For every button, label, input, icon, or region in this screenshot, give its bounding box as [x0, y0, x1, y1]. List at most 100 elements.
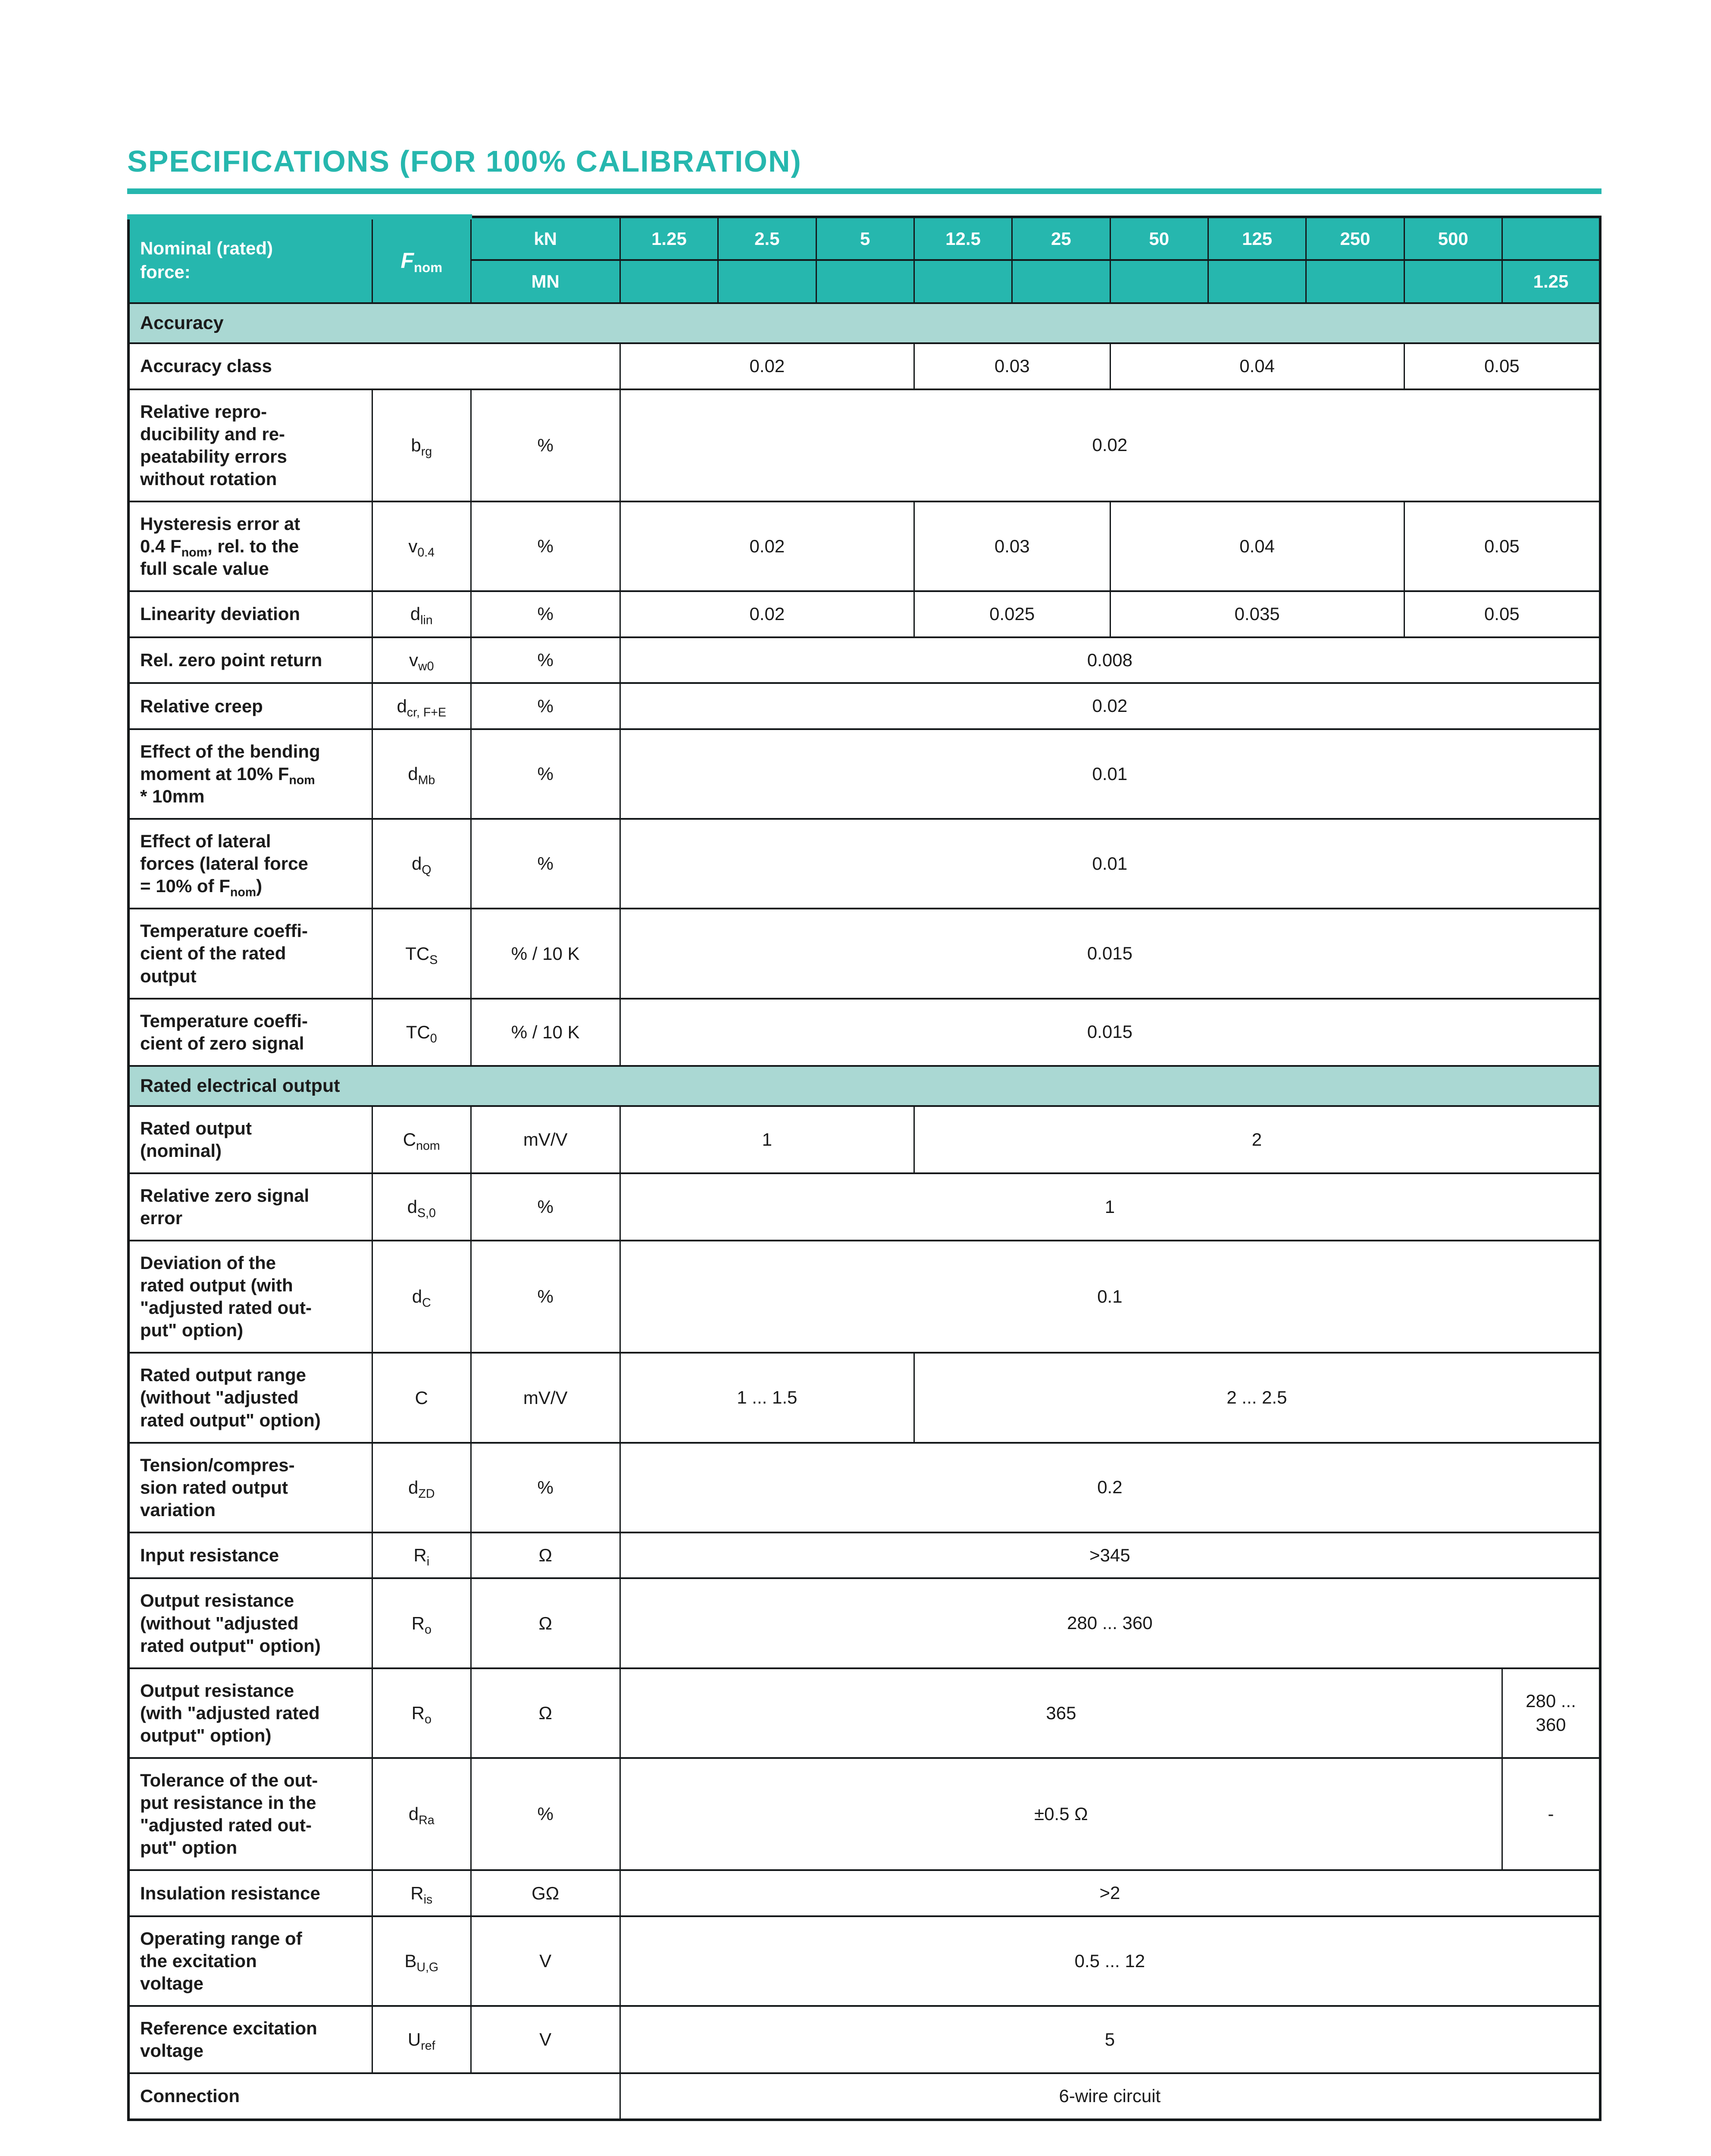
row-symbol: Ro [371, 1577, 472, 1669]
row-label: Rated output range (without "adjusted ra… [128, 1352, 373, 1444]
spec-row: Effect of the bending moment at 10% Fnom… [128, 728, 1601, 820]
row-symbol: dcr, F+E [371, 682, 472, 730]
row-symbol: C [371, 1352, 472, 1444]
row-symbol: BU,G [371, 1915, 472, 2007]
row-unit: % [470, 1240, 621, 1354]
row-unit: V [470, 2005, 621, 2075]
row-symbol: dQ [371, 818, 472, 910]
row-value: >2 [619, 1869, 1601, 1917]
section-header: Rated electrical output [128, 1065, 1601, 1107]
force-column-header [717, 259, 817, 304]
row-label: Input resistance [128, 1531, 373, 1579]
row-value: 0.025 [913, 590, 1111, 638]
specifications-table-wrap: Nominal (rated) force: Fnom kN 1.25 2.5 5 1… [127, 214, 1602, 2121]
subscript: nom [416, 1139, 440, 1153]
row-unit: mV/V [470, 1105, 621, 1174]
force-column-header: 12.5 [913, 216, 1013, 261]
nominal-force-symbol: Fnom [371, 216, 472, 304]
row-value: 0.05 [1403, 590, 1601, 638]
header-row-kn: Nominal (rated) force: Fnom kN 1.25 2.5 5 1… [128, 216, 1601, 304]
spec-row: Output resistance (with "adjusted rated … [128, 1667, 1601, 1759]
section-header: Accuracy [128, 302, 1601, 344]
page-title: SPECIFICATIONS (FOR 100% CALIBRATION) [127, 144, 802, 178]
row-label: Tolerance of the out- put resistance in … [128, 1757, 373, 1871]
nominal-force-label: Nominal (rated) force: [128, 216, 373, 304]
spec-row: Rel. zero point return vw0% 0.008 [128, 636, 1601, 684]
subscript: ref [421, 2039, 435, 2053]
row-symbol: dC [371, 1240, 472, 1354]
subscript: w0 [418, 659, 434, 674]
subscript: Mb [418, 773, 435, 787]
spec-row: Deviation of the rated output (with "adj… [128, 1240, 1601, 1354]
spec-row: Input resistance Ri Ω >345 [128, 1531, 1601, 1579]
subscript: Ra [419, 1813, 435, 1827]
force-column-header [619, 259, 719, 304]
row-value: - [1501, 1757, 1601, 1871]
force-column-header: 2.5 [717, 216, 817, 261]
subscript: nom [289, 773, 315, 787]
row-symbol: Ris [371, 1869, 472, 1917]
subscript: 0 [430, 1031, 437, 1046]
row-value: 1 [619, 1105, 915, 1174]
row-value: 0.5 ... 12 [619, 1915, 1601, 2007]
row-value: >345 [619, 1531, 1601, 1579]
spec-row: Hysteresis error at 0.4 Fnom, rel. to th… [128, 500, 1601, 592]
row-unit: % [470, 500, 621, 592]
row-value: 0.008 [619, 636, 1601, 684]
force-column-header: 50 [1109, 216, 1209, 261]
force-column-header: 25 [1011, 216, 1111, 261]
force-column-header: 125 [1207, 216, 1307, 261]
spec-row: Rated output (nominal) Cnom mV/V 1 2 [128, 1105, 1601, 1174]
subscript: 0.4 [417, 545, 435, 560]
force-column-header [1403, 259, 1503, 304]
row-label: Effect of lateral forces (lateral force … [128, 818, 373, 910]
subscript: U,G [416, 1960, 439, 1974]
row-symbol: dRa [371, 1757, 472, 1871]
subscript: nom [230, 885, 256, 899]
spec-row: Relative zero signal error dS,0% 1 [128, 1172, 1601, 1242]
row-label: Linearity deviation [128, 590, 373, 638]
row-value: 0.04 [1109, 342, 1405, 390]
spec-row: Temperature coeffi- cient of the rated o… [128, 908, 1601, 1000]
row-value: 1 ... 1.5 [619, 1352, 915, 1444]
row-value: 0.02 [619, 500, 915, 592]
row-value: 1 [619, 1172, 1601, 1242]
row-value: 280 ... 360 [1501, 1667, 1601, 1759]
row-value: 0.03 [913, 342, 1111, 390]
force-column-header: 250 [1305, 216, 1405, 261]
row-value: 0.02 [619, 342, 915, 390]
force-column-header [1305, 259, 1405, 304]
row-symbol: dS,0 [371, 1172, 472, 1242]
row-unit: % [470, 1442, 621, 1533]
row-unit: V [470, 1915, 621, 2007]
subscript: Q [422, 863, 432, 877]
row-value: 0.02 [619, 388, 1601, 502]
force-column-header [1109, 259, 1209, 304]
row-unit: % [470, 388, 621, 502]
subscript: S,0 [417, 1206, 436, 1220]
spec-row: Connection 6-wire circuit [128, 2072, 1601, 2121]
row-symbol: TC0 [371, 997, 472, 1067]
subscript: nom [181, 545, 207, 560]
row-unit: % [470, 1757, 621, 1871]
row-value: 0.2 [619, 1442, 1601, 1533]
row-label: Insulation resistance [128, 1869, 373, 1917]
row-value: 0.015 [619, 908, 1601, 1000]
header-row-mn: MN 1.25 [128, 259, 1601, 304]
force-column-header: 1.25 [619, 216, 719, 261]
specifications-table: Nominal (rated) force: Fnom kN 1.25 2.5 5 1… [127, 216, 1602, 2121]
section-row: Rated electrical output [128, 1065, 1601, 1107]
row-value: 5 [619, 2005, 1601, 2075]
subscript: rg [421, 445, 432, 459]
force-column-header [1011, 259, 1111, 304]
force-column-header [913, 259, 1013, 304]
table-top-accent-strip [127, 214, 472, 219]
row-value: 0.04 [1109, 500, 1405, 592]
row-unit: % / 10 K [470, 997, 621, 1067]
force-column-header [815, 259, 915, 304]
subscript: S [429, 953, 438, 967]
row-symbol: TCS [371, 908, 472, 1000]
row-label: Relative creep [128, 682, 373, 730]
row-label: Hysteresis error at 0.4 Fnom, rel. to th… [128, 500, 373, 592]
row-value: 0.02 [619, 590, 915, 638]
